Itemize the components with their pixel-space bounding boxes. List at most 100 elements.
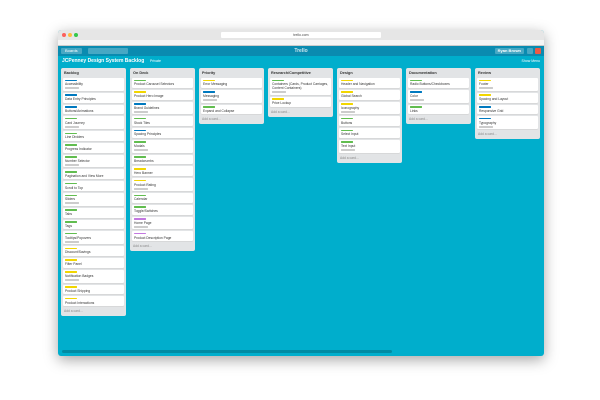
card[interactable]: Modals — [132, 139, 193, 153]
card[interactable]: Footer — [477, 78, 538, 91]
card-label — [65, 170, 77, 173]
card[interactable]: Tags — [63, 219, 124, 230]
list-name[interactable]: Design — [340, 71, 353, 75]
card[interactable]: Filter Panel — [63, 257, 124, 268]
card[interactable]: Product Rating — [132, 178, 193, 192]
card[interactable]: Stock Tiles — [132, 116, 193, 127]
zoom-button[interactable] — [74, 33, 78, 37]
card[interactable]: Containers (Cards, Product Carriages, Co… — [270, 78, 331, 95]
card-label — [341, 129, 353, 132]
trello-header: Boards Trello Ryan Brown — [58, 46, 544, 56]
card[interactable]: Buttons — [339, 116, 400, 127]
card[interactable]: Buttons/Animations — [63, 104, 124, 115]
card[interactable]: Text Input — [339, 139, 400, 153]
card[interactable]: Line Dividers — [63, 131, 124, 141]
card[interactable]: Pagination and View More — [63, 169, 124, 180]
card[interactable]: Home Page — [132, 216, 193, 230]
card[interactable]: Product Description Page — [132, 231, 193, 242]
close-button[interactable] — [62, 33, 66, 37]
card[interactable]: Brand Guidelines — [132, 101, 193, 115]
card[interactable]: Iconography — [339, 101, 400, 115]
list: Priority Error Messaging Messaging Expand a… — [199, 68, 264, 125]
card[interactable]: Breadcrumbs — [132, 154, 193, 165]
card[interactable]: Error Messaging — [201, 78, 262, 88]
add-card[interactable]: Add a card... — [340, 155, 359, 160]
card[interactable]: Tabs — [63, 207, 124, 218]
card[interactable]: Data Entry Principles — [63, 92, 124, 103]
card[interactable]: Price Lockup — [270, 96, 331, 107]
card-badges — [65, 125, 79, 128]
bookmarks-bar — [58, 40, 544, 46]
card[interactable]: Radio Buttons/Checkboxes — [408, 78, 469, 88]
boards-button[interactable]: Boards — [61, 48, 82, 54]
add-card[interactable]: Add a card... — [478, 132, 497, 137]
show-menu[interactable]: Show Menu — [521, 59, 540, 63]
card-label — [65, 271, 77, 273]
card-badges — [65, 202, 79, 205]
card[interactable]: Typography — [477, 116, 538, 130]
scrollbar[interactable] — [62, 350, 392, 353]
lists: Backlog Accessibility Data Entry Principle… — [58, 67, 544, 317]
card-badges — [203, 99, 217, 102]
card-title: Select Input — [341, 132, 359, 137]
card[interactable]: Number Selector — [63, 154, 124, 168]
info-button[interactable] — [527, 48, 533, 54]
address-bar[interactable]: trello.com — [221, 32, 381, 38]
board-title[interactable]: JCPenney Design System Backlog — [62, 58, 145, 64]
card[interactable]: Product Shipping — [63, 284, 124, 295]
card[interactable]: Links — [408, 104, 469, 115]
list-name[interactable]: Review — [478, 71, 492, 75]
card-label — [65, 247, 77, 250]
add-card[interactable]: Add a card... — [271, 109, 290, 114]
card[interactable]: Hero Banner — [132, 166, 193, 177]
add-card[interactable]: Add a card... — [202, 117, 221, 122]
card[interactable]: Scroll to Top — [63, 181, 124, 192]
card[interactable]: Toggle/Switches — [132, 204, 193, 215]
card[interactable]: Header and Navigation — [339, 78, 400, 88]
list-name[interactable]: Backlog — [64, 71, 79, 75]
card[interactable]: Card Journey — [63, 116, 124, 130]
card[interactable]: Sliders — [63, 193, 124, 206]
card[interactable]: Product Carousel Selectors — [132, 78, 193, 88]
list-name[interactable]: Research/Competitive — [271, 71, 311, 75]
list-name[interactable]: Priority — [202, 71, 216, 75]
card-title: Line Dividers — [65, 135, 85, 140]
add-card[interactable]: Add a card... — [133, 244, 152, 249]
card[interactable]: Spacing Principles — [132, 128, 193, 138]
card[interactable]: Expand and Collapse — [201, 104, 262, 115]
card[interactable]: Product Hero Image — [132, 89, 193, 100]
list-name[interactable]: On Deck — [133, 71, 149, 75]
card[interactable]: Product Interactions — [63, 296, 124, 307]
card[interactable]: Discount/Savings — [63, 246, 124, 256]
minimize-button[interactable] — [68, 33, 72, 37]
card[interactable]: Select Input — [339, 128, 400, 138]
card[interactable]: Calendar — [132, 193, 193, 203]
card[interactable]: Tooltips/Popovers — [63, 231, 124, 245]
card-title: Sliders — [65, 197, 76, 202]
visibility[interactable]: Private — [150, 59, 161, 63]
card-title: Product Hero Image — [134, 94, 164, 99]
card-label — [134, 91, 146, 93]
card-label — [203, 106, 215, 108]
card-title: Spacing and Layout — [479, 97, 509, 102]
card-title: Messaging — [203, 94, 219, 99]
notifications-button[interactable] — [535, 48, 541, 54]
card[interactable]: Messaging — [201, 89, 262, 103]
card[interactable]: Global Search — [339, 89, 400, 100]
add-card[interactable]: Add a card... — [409, 117, 428, 122]
add-card[interactable]: Add a card... — [64, 309, 83, 314]
card[interactable]: Notification Badges — [63, 269, 124, 283]
search-box[interactable] — [88, 48, 128, 54]
card-label — [134, 167, 146, 170]
list-name[interactable]: Documentation — [409, 71, 437, 75]
card-title: Data Entry Principles — [65, 97, 96, 102]
card[interactable]: Spacing and Layout — [477, 92, 538, 103]
card[interactable]: Color — [408, 89, 469, 103]
user-menu[interactable]: Ryan Brown — [494, 48, 524, 54]
card[interactable]: Responsive Grid — [477, 104, 538, 115]
card-title: Footer — [479, 82, 489, 87]
card[interactable]: Accessibility — [63, 78, 124, 91]
card[interactable]: Progress Indicator — [63, 142, 124, 153]
card-label — [341, 79, 353, 82]
